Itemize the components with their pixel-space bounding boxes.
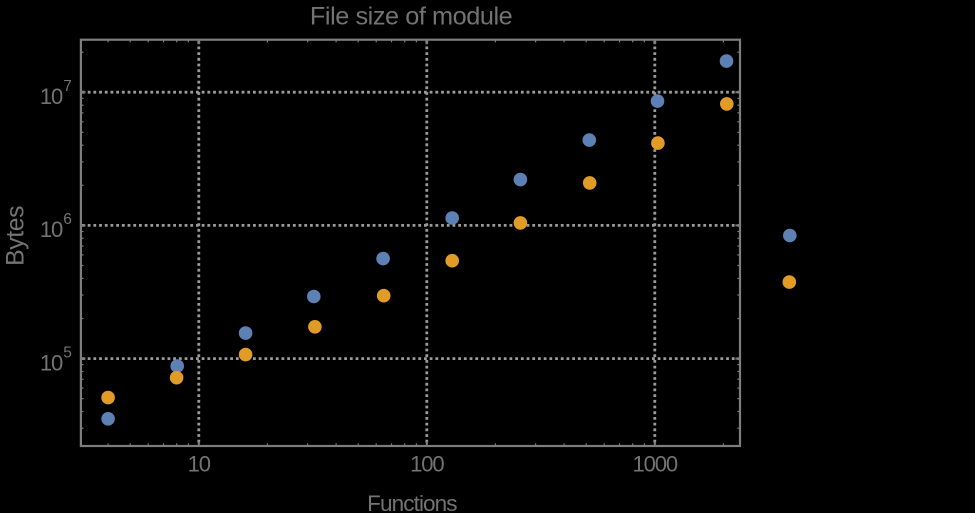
- svg-text:10: 10: [40, 84, 63, 109]
- svg-text:Bytes: Bytes: [2, 206, 29, 266]
- svg-text:File size of module: File size of module: [310, 3, 512, 31]
- svg-text:10: 10: [40, 350, 63, 375]
- svg-text:Functions: Functions: [367, 491, 457, 513]
- svg-text:7: 7: [63, 78, 71, 95]
- svg-text:1000: 1000: [633, 452, 678, 477]
- svg-text:6: 6: [63, 211, 71, 228]
- svg-text:5: 5: [63, 344, 71, 361]
- svg-text:10: 10: [188, 452, 211, 477]
- svg-text:100: 100: [410, 452, 444, 477]
- svg-text:10: 10: [40, 217, 63, 242]
